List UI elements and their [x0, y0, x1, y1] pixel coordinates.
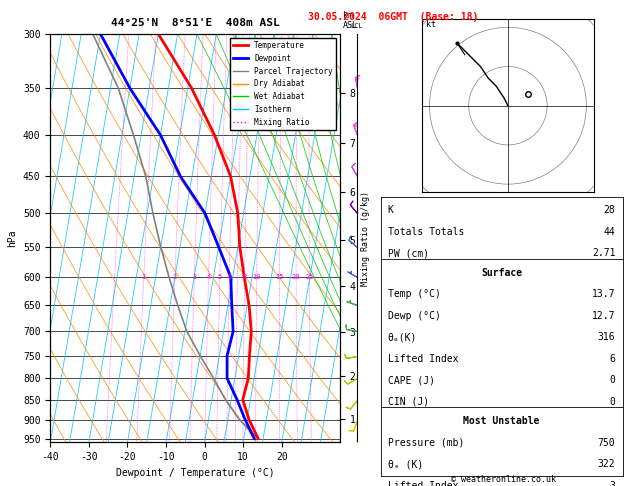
- Text: 0: 0: [610, 375, 615, 385]
- Text: 2.71: 2.71: [592, 248, 615, 258]
- Text: 8: 8: [242, 274, 247, 280]
- Text: 12.7: 12.7: [592, 311, 615, 321]
- Text: Totals Totals: Totals Totals: [388, 227, 464, 237]
- Text: Pressure (mb): Pressure (mb): [388, 437, 464, 448]
- Text: 25: 25: [305, 274, 314, 280]
- Text: Temp (°C): Temp (°C): [388, 289, 441, 299]
- Title: 44°25'N  8°51'E  408m ASL: 44°25'N 8°51'E 408m ASL: [111, 17, 279, 28]
- Text: 3: 3: [610, 481, 615, 486]
- Text: PW (cm): PW (cm): [388, 248, 429, 258]
- Text: K: K: [388, 205, 394, 215]
- Text: 6: 6: [610, 354, 615, 364]
- Text: 10: 10: [252, 274, 261, 280]
- Text: 2: 2: [173, 274, 177, 280]
- Text: 322: 322: [598, 459, 615, 469]
- Text: Most Unstable: Most Unstable: [464, 416, 540, 426]
- Text: CAPE (J): CAPE (J): [388, 375, 435, 385]
- Text: Lifted Index: Lifted Index: [388, 354, 459, 364]
- Text: 5: 5: [218, 274, 222, 280]
- Text: CIN (J): CIN (J): [388, 397, 429, 407]
- Text: kt: kt: [426, 20, 435, 29]
- Y-axis label: hPa: hPa: [8, 229, 18, 247]
- Text: km
ASL: km ASL: [343, 11, 357, 30]
- Text: 30.05.2024  06GMT  (Base: 18): 30.05.2024 06GMT (Base: 18): [308, 12, 478, 22]
- Text: 6: 6: [227, 274, 231, 280]
- Text: 15: 15: [276, 274, 284, 280]
- Text: LCL: LCL: [350, 23, 364, 29]
- Text: 316: 316: [598, 332, 615, 342]
- Text: 750: 750: [598, 437, 615, 448]
- Y-axis label: Mixing Ratio (g/kg): Mixing Ratio (g/kg): [361, 191, 370, 286]
- Text: θₑ(K): θₑ(K): [388, 332, 417, 342]
- Text: 3: 3: [192, 274, 196, 280]
- Text: Lifted Index: Lifted Index: [388, 481, 459, 486]
- Text: Surface: Surface: [481, 268, 522, 278]
- Text: 44: 44: [604, 227, 615, 237]
- Text: 4: 4: [206, 274, 211, 280]
- Text: 20: 20: [292, 274, 301, 280]
- Text: Dewp (°C): Dewp (°C): [388, 311, 441, 321]
- Text: θₑ (K): θₑ (K): [388, 459, 423, 469]
- Legend: Temperature, Dewpoint, Parcel Trajectory, Dry Adiabat, Wet Adiabat, Isotherm, Mi: Temperature, Dewpoint, Parcel Trajectory…: [230, 38, 336, 130]
- Text: 0: 0: [610, 397, 615, 407]
- Text: 1: 1: [142, 274, 146, 280]
- Text: © weatheronline.co.uk: © weatheronline.co.uk: [451, 474, 555, 484]
- Text: 13.7: 13.7: [592, 289, 615, 299]
- Text: 28: 28: [604, 205, 615, 215]
- X-axis label: Dewpoint / Temperature (°C): Dewpoint / Temperature (°C): [116, 468, 274, 478]
